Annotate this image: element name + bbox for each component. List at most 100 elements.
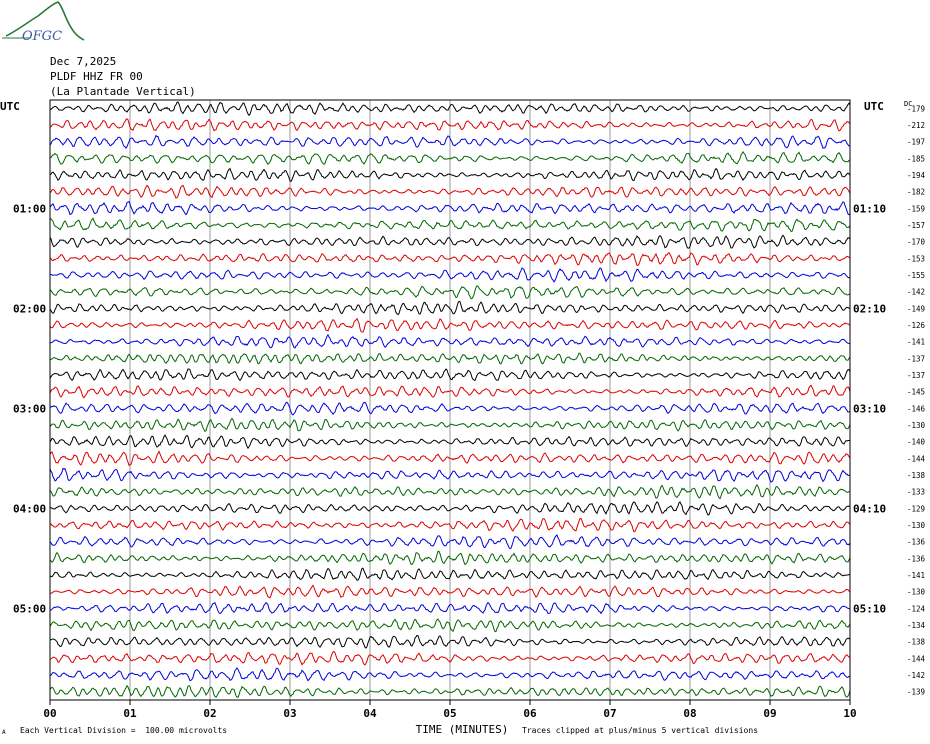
x-tick-label: 05 (443, 707, 456, 720)
dc-offset-label: -212 (907, 121, 925, 130)
hour-label-left: 02:00 (13, 302, 46, 315)
hour-label-right: 05:10 (853, 602, 886, 615)
dc-offset-label: -129 (907, 504, 925, 513)
dc-offset-label: -144 (907, 654, 926, 663)
x-tick-label: 04 (363, 707, 377, 720)
dc-offset-label: -179 (907, 104, 925, 113)
seismic-trace-row (49, 333, 851, 349)
seismic-trace-row (49, 517, 851, 533)
hour-label-left: 05:00 (13, 602, 46, 615)
seismic-trace-row (49, 417, 851, 432)
seismic-trace-row (49, 368, 851, 382)
hour-label-right: 03:10 (853, 402, 886, 415)
x-tick-label: 02 (203, 707, 216, 720)
date-label: Dec 7,2025 (50, 55, 117, 68)
x-tick-label: 06 (523, 707, 537, 720)
dc-offset-label: -194 (907, 171, 926, 180)
dc-offset-label: -136 (907, 554, 926, 563)
seismic-trace-row (49, 285, 851, 300)
dc-offset-label: -142 (907, 671, 925, 680)
axis-labels: 00 01 02 03 04 05 06 07 08 09 10 TIME (MINUTES) UTC U… (0, 100, 926, 736)
clip-note: Traces clipped at plus/minus 5 vertical … (522, 726, 759, 735)
dc-offset-label: -149 (907, 304, 925, 313)
dc-offset-label: -146 (907, 404, 926, 413)
dc-offset-label: -138 (907, 471, 926, 480)
hour-label-right: 01:10 (853, 202, 886, 215)
corner-mark: A (2, 729, 6, 736)
dc-offset-label: -142 (907, 288, 925, 297)
dc-offset-label: -170 (907, 238, 926, 247)
seismic-trace-row (49, 118, 851, 132)
dc-offset-label: -140 (907, 438, 926, 447)
seismic-trace-row (49, 584, 851, 599)
dc-offset-label: -157 (907, 221, 925, 230)
x-tick-label: 00 (43, 707, 56, 720)
dc-offset-label: -124 (907, 604, 926, 613)
dc-offset-label: -185 (907, 154, 925, 163)
dc-offset-label: -130 (907, 588, 926, 597)
x-tick-label: 03 (283, 707, 296, 720)
x-tick-label: 07 (603, 707, 616, 720)
dc-offset-label: -136 (907, 538, 926, 547)
seismic-trace-row (49, 234, 851, 249)
scale-note: Each Vertical Division = 100.00 microvol… (20, 726, 228, 735)
seismic-trace-row (49, 484, 851, 500)
station-label: PLDF HHZ FR 00 (50, 70, 143, 83)
ofgc-logo: OFGC (2, 1, 85, 44)
hour-label-left: 04:00 (13, 502, 46, 515)
seismic-trace-row (49, 384, 851, 399)
logo-text: OFGC (22, 29, 62, 44)
dc-offset-label: -145 (907, 388, 925, 397)
dc-offset-label: -155 (907, 271, 925, 280)
seismic-trace-row (49, 601, 851, 615)
seismic-trace-row (49, 650, 851, 666)
seismic-trace-row (49, 684, 851, 699)
seismic-trace-row (49, 618, 851, 633)
dc-offset-label: -138 (907, 638, 926, 647)
x-axis-label: TIME (MINUTES) (416, 723, 509, 736)
hour-label-right: 02:10 (853, 302, 886, 315)
seismic-trace-row (49, 352, 851, 365)
seismic-trace-row (49, 567, 851, 581)
dc-offset-label: -130 (907, 521, 926, 530)
dc-offset-label: -139 (907, 688, 925, 697)
seismic-trace-row (49, 101, 851, 117)
dc-offset-label: -144 (907, 454, 926, 463)
seismic-trace-row (49, 134, 851, 149)
seismic-trace-row (49, 634, 851, 649)
logo-mountain-shape (5, 1, 85, 41)
dc-offset-label: -197 (907, 138, 925, 147)
seismic-trace-row (49, 184, 851, 199)
dc-offset-label: -137 (907, 354, 925, 363)
seismic-trace-row (49, 267, 851, 283)
dc-offset-label: -141 (907, 338, 925, 347)
hour-label-left: 03:00 (13, 402, 46, 415)
hour-label-left: 01:00 (13, 202, 46, 215)
seismic-traces (49, 101, 851, 699)
dc-offset-label: -182 (907, 188, 925, 197)
seismic-trace-row (49, 251, 851, 266)
seismic-trace-row (49, 667, 851, 682)
seismic-trace-row (49, 550, 851, 566)
seismic-trace-row (49, 217, 851, 232)
dc-offset-label: -134 (907, 621, 926, 630)
location-label: (La Plantade Vertical) (50, 85, 196, 98)
dc-offset-label: -159 (907, 204, 925, 213)
seismic-trace-row (49, 501, 851, 516)
seismic-trace-row (49, 434, 851, 450)
dc-offset-label: -137 (907, 371, 925, 380)
seismic-trace-row (49, 200, 851, 216)
dc-offset-label: -126 (907, 321, 926, 330)
seismic-trace-row (49, 534, 851, 550)
x-tick-label: 01 (123, 707, 137, 720)
x-tick-label: 09 (763, 707, 776, 720)
seismic-trace-row (49, 467, 851, 483)
seismic-trace-row (49, 401, 851, 416)
dc-offset-label: -133 (907, 488, 925, 497)
seismic-trace-row (49, 300, 851, 316)
dc-offset-label: -141 (907, 571, 925, 580)
plot-frame (49, 99, 851, 701)
dc-header-label: DC (904, 100, 912, 108)
seismic-trace-row (49, 450, 851, 467)
